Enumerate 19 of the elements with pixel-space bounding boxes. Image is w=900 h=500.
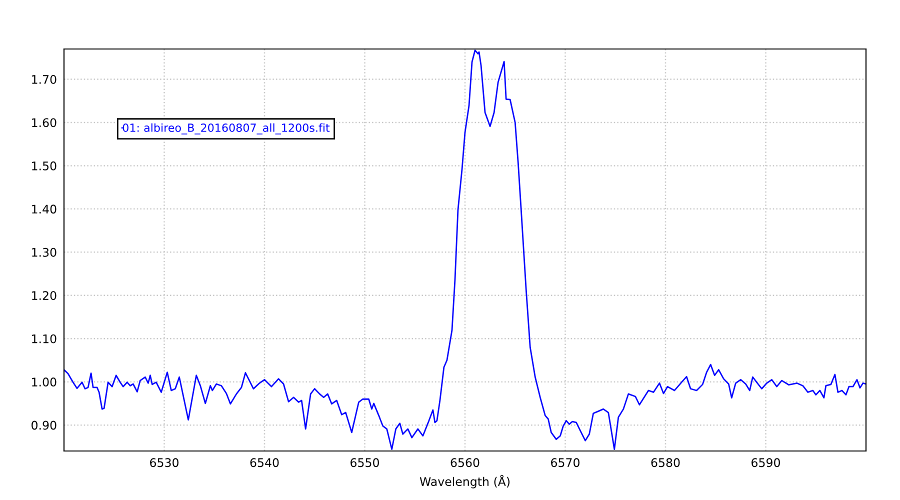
x-tick-label: 6550 bbox=[350, 458, 379, 468]
y-tick-label: 1.70 bbox=[32, 74, 56, 84]
x-tick-label: 6580 bbox=[651, 458, 680, 468]
x-tick-label: 6590 bbox=[752, 458, 780, 468]
y-tick-label: 1.00 bbox=[32, 378, 56, 386]
y-tick-label: 1.10 bbox=[32, 334, 56, 344]
y-tick-label: 1.50 bbox=[32, 161, 56, 170]
y-tick-label: 1.30 bbox=[32, 248, 56, 257]
y-tick-label: 1.40 bbox=[32, 204, 56, 214]
x-tick-label: 6540 bbox=[250, 458, 279, 468]
y-tick-label: 0.90 bbox=[32, 420, 56, 430]
legend-label: 01: albireo_B_20160807_all_1200s.fit bbox=[122, 123, 330, 134]
line-series bbox=[64, 50, 866, 450]
x-tick-label: 6530 bbox=[150, 458, 178, 468]
x-axis-title: Wavelength (Å) bbox=[420, 474, 510, 488]
x-tick-label: 6560 bbox=[450, 458, 480, 468]
x-tick-label: 6570 bbox=[551, 458, 580, 468]
y-tick-label: 1.20 bbox=[32, 291, 56, 300]
y-tick-label: 1.60 bbox=[32, 118, 56, 128]
